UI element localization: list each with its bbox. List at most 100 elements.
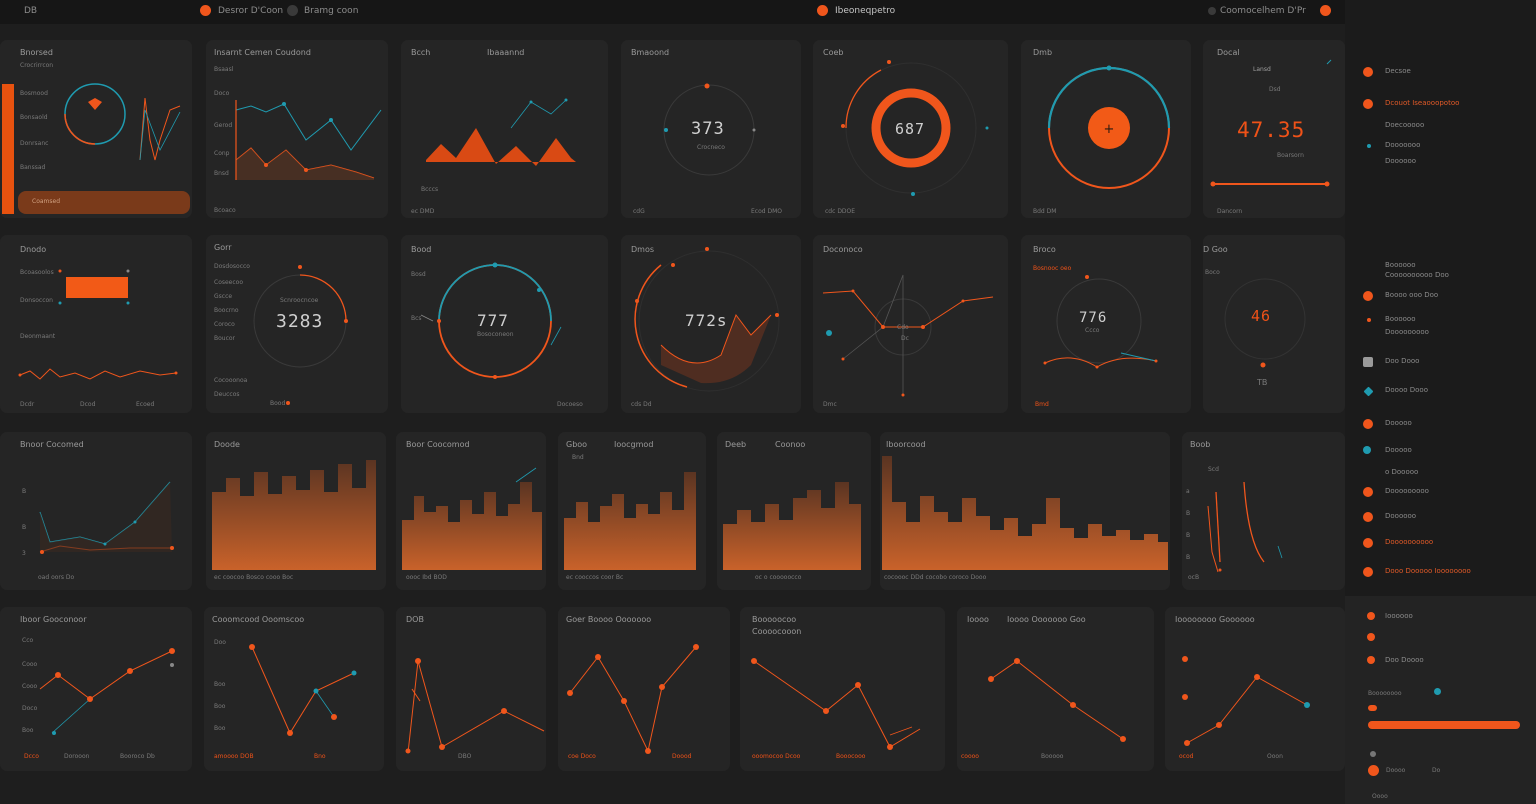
y-label: Cooo xyxy=(22,661,38,668)
account-label[interactable]: Coomocelhem D'Pr xyxy=(1220,6,1306,16)
status-dot-icon xyxy=(1367,656,1375,664)
panel-gauge-3283: Gorr Dosdosocco Coseecoo Gscce Boocrno C… xyxy=(206,235,388,413)
y-label: B xyxy=(1186,532,1191,539)
status-dot-icon xyxy=(1363,538,1373,548)
node-value: Cdo xyxy=(897,324,909,331)
progress-bar[interactable] xyxy=(1368,721,1520,729)
footer-label: coe Doco xyxy=(568,753,596,760)
panel-footer: DBO xyxy=(458,753,472,760)
panel-title: Bnoor Cocomed xyxy=(20,440,84,449)
panel-footer: Bcoaco xyxy=(214,207,236,214)
panel-title: Goer Boooo Ooooooo xyxy=(566,615,652,624)
page-title: Ibeoneqpetro xyxy=(835,6,896,16)
panel-6-ring: + xyxy=(1047,65,1171,189)
teal-dot-icon xyxy=(1434,688,1441,695)
gauge-sub: Crocneco xyxy=(697,144,725,151)
status-dot-icon xyxy=(817,5,828,16)
panel-title: Boor Coocomod xyxy=(406,440,470,449)
user-icon[interactable] xyxy=(1208,7,1216,15)
row-label: Cocooonoa xyxy=(214,377,248,384)
panel-title: D Goo xyxy=(1203,245,1228,254)
panel-scatter-28: Ioooooooo Goooooo ocod Ooon xyxy=(1165,607,1345,771)
panel-24-chart xyxy=(405,658,545,754)
kpi-value: 47.35 xyxy=(1237,118,1306,142)
gauge-value: 772s xyxy=(685,311,728,330)
footer-label: Dorooon xyxy=(64,753,90,760)
folder-icon[interactable] xyxy=(287,5,298,16)
panel-kpi-4735: Docal Lansd Dsd 47.35 Boarsorn Dancorn xyxy=(1203,40,1345,218)
panel-subtitle: Deonmaant xyxy=(20,333,56,340)
row-label: Bosd xyxy=(411,271,426,278)
footer-label: coooo xyxy=(961,753,979,760)
panel-footer: oad oors Do xyxy=(38,574,75,581)
menu-item-1[interactable]: Desror D'Coon xyxy=(218,6,284,16)
panel-gauge-776: Broco Bosnooc oeo 776 Ccco Bmd xyxy=(1021,235,1191,413)
row-label: Deuccos xyxy=(214,391,240,398)
y-label: Conp xyxy=(214,150,230,157)
panel-footer-right: Ecod DMO xyxy=(751,208,782,215)
panel-title: Bcch xyxy=(411,48,431,57)
panel-spike-21: Boob Scd a B B B ocB xyxy=(1182,432,1345,590)
panel-title: Bmaoond xyxy=(631,48,670,57)
panel-footer: Dmc xyxy=(823,401,837,408)
y-label: Boo xyxy=(214,681,226,688)
action-button[interactable]: Coamsed xyxy=(32,198,61,205)
y-label: Gerod xyxy=(214,122,233,129)
panel-12-network xyxy=(822,274,994,397)
panel-title: Doode xyxy=(214,440,240,449)
gauge-sub: Bosoconeon xyxy=(477,331,514,338)
panel-gauge-list[interactable]: Bnorsed Crocrirrcon Bosmood Bonsaold Don… xyxy=(0,40,192,218)
gauge-sub: Scnroocncoe xyxy=(280,297,319,304)
panel-bars-18: Gboo Ioocgmod Bnd ec cooccos coor Bc xyxy=(558,432,706,590)
x-label: Ecoed xyxy=(136,401,155,408)
panel-title-secondary: Coonoo xyxy=(775,440,806,449)
menu-item-2[interactable]: Bramg coon xyxy=(304,6,359,16)
row-label: Boucor xyxy=(214,335,236,342)
record-icon[interactable] xyxy=(200,5,211,16)
status-dot-icon xyxy=(1363,487,1373,497)
panel-subtitle: Bsaasl xyxy=(214,66,234,73)
footer-label: Ooon xyxy=(1267,753,1283,760)
sidebar-bottom-label: Oooo xyxy=(1372,793,1388,800)
panel-title: Iboorcood xyxy=(886,440,926,449)
x-label: Dcdr xyxy=(20,401,35,408)
y-label: Doo xyxy=(214,639,226,646)
status-dot-icon xyxy=(1363,419,1373,429)
panel-title: Gboo xyxy=(566,440,588,449)
panel-13-gauge xyxy=(1043,275,1158,369)
panel-gauge-373: Bmaoond 373 Crocneco cdG Ecod DMO xyxy=(621,40,801,218)
gear-icon xyxy=(1363,357,1373,367)
kpi-sub: Boarsorn xyxy=(1277,152,1304,159)
panel-footer: ec DMD xyxy=(411,208,435,215)
panel-gauge-772: Dmos 772s cds Dd xyxy=(621,235,801,413)
panel-title: Bnorsed xyxy=(20,48,53,57)
status-dot-icon xyxy=(1367,612,1375,620)
y-label: Boo xyxy=(214,703,226,710)
sidebar-footer-value: Do xyxy=(1432,767,1441,774)
kpi-label: Lansd xyxy=(1253,66,1271,73)
panel-line-15: Bnoor Cocomed B B 3 oad oors Do xyxy=(0,432,192,590)
gauge-value: 3283 xyxy=(276,311,324,332)
panel-title: Coeb xyxy=(823,48,844,57)
svg-text:+: + xyxy=(1104,122,1115,137)
panel-7-bar xyxy=(1210,59,1332,187)
panel-footer: Bdd DM xyxy=(1033,208,1057,215)
status-dot-icon xyxy=(1368,765,1379,776)
y-label: Bnsd xyxy=(214,170,229,177)
ring-value: 687 xyxy=(895,120,926,138)
y-label: Doco xyxy=(22,705,38,712)
panel-subtitle: Scd xyxy=(1208,466,1219,473)
panel-bars-17: Boor Coocomod oooc Ibd BOD xyxy=(396,432,546,590)
panel-footer: ec coocoo Bosco cooo Boc xyxy=(214,574,294,581)
panel-title-secondary: Ioooo Ooooooo Goo xyxy=(1007,615,1086,624)
panel-footer: TB xyxy=(1257,378,1268,387)
panel-23-chart xyxy=(249,644,357,736)
notification-icon[interactable] xyxy=(1320,5,1331,16)
x-label: Bcccs xyxy=(421,186,439,193)
panel-footer: oc o cooooocco xyxy=(755,574,802,581)
panel-3-chart xyxy=(426,98,576,166)
panel-title: Boob xyxy=(1190,440,1211,449)
panel-title: DOB xyxy=(406,615,424,624)
panel-title: Doconoco xyxy=(823,245,863,254)
panel-title-secondary: Coooocooon xyxy=(752,627,802,636)
